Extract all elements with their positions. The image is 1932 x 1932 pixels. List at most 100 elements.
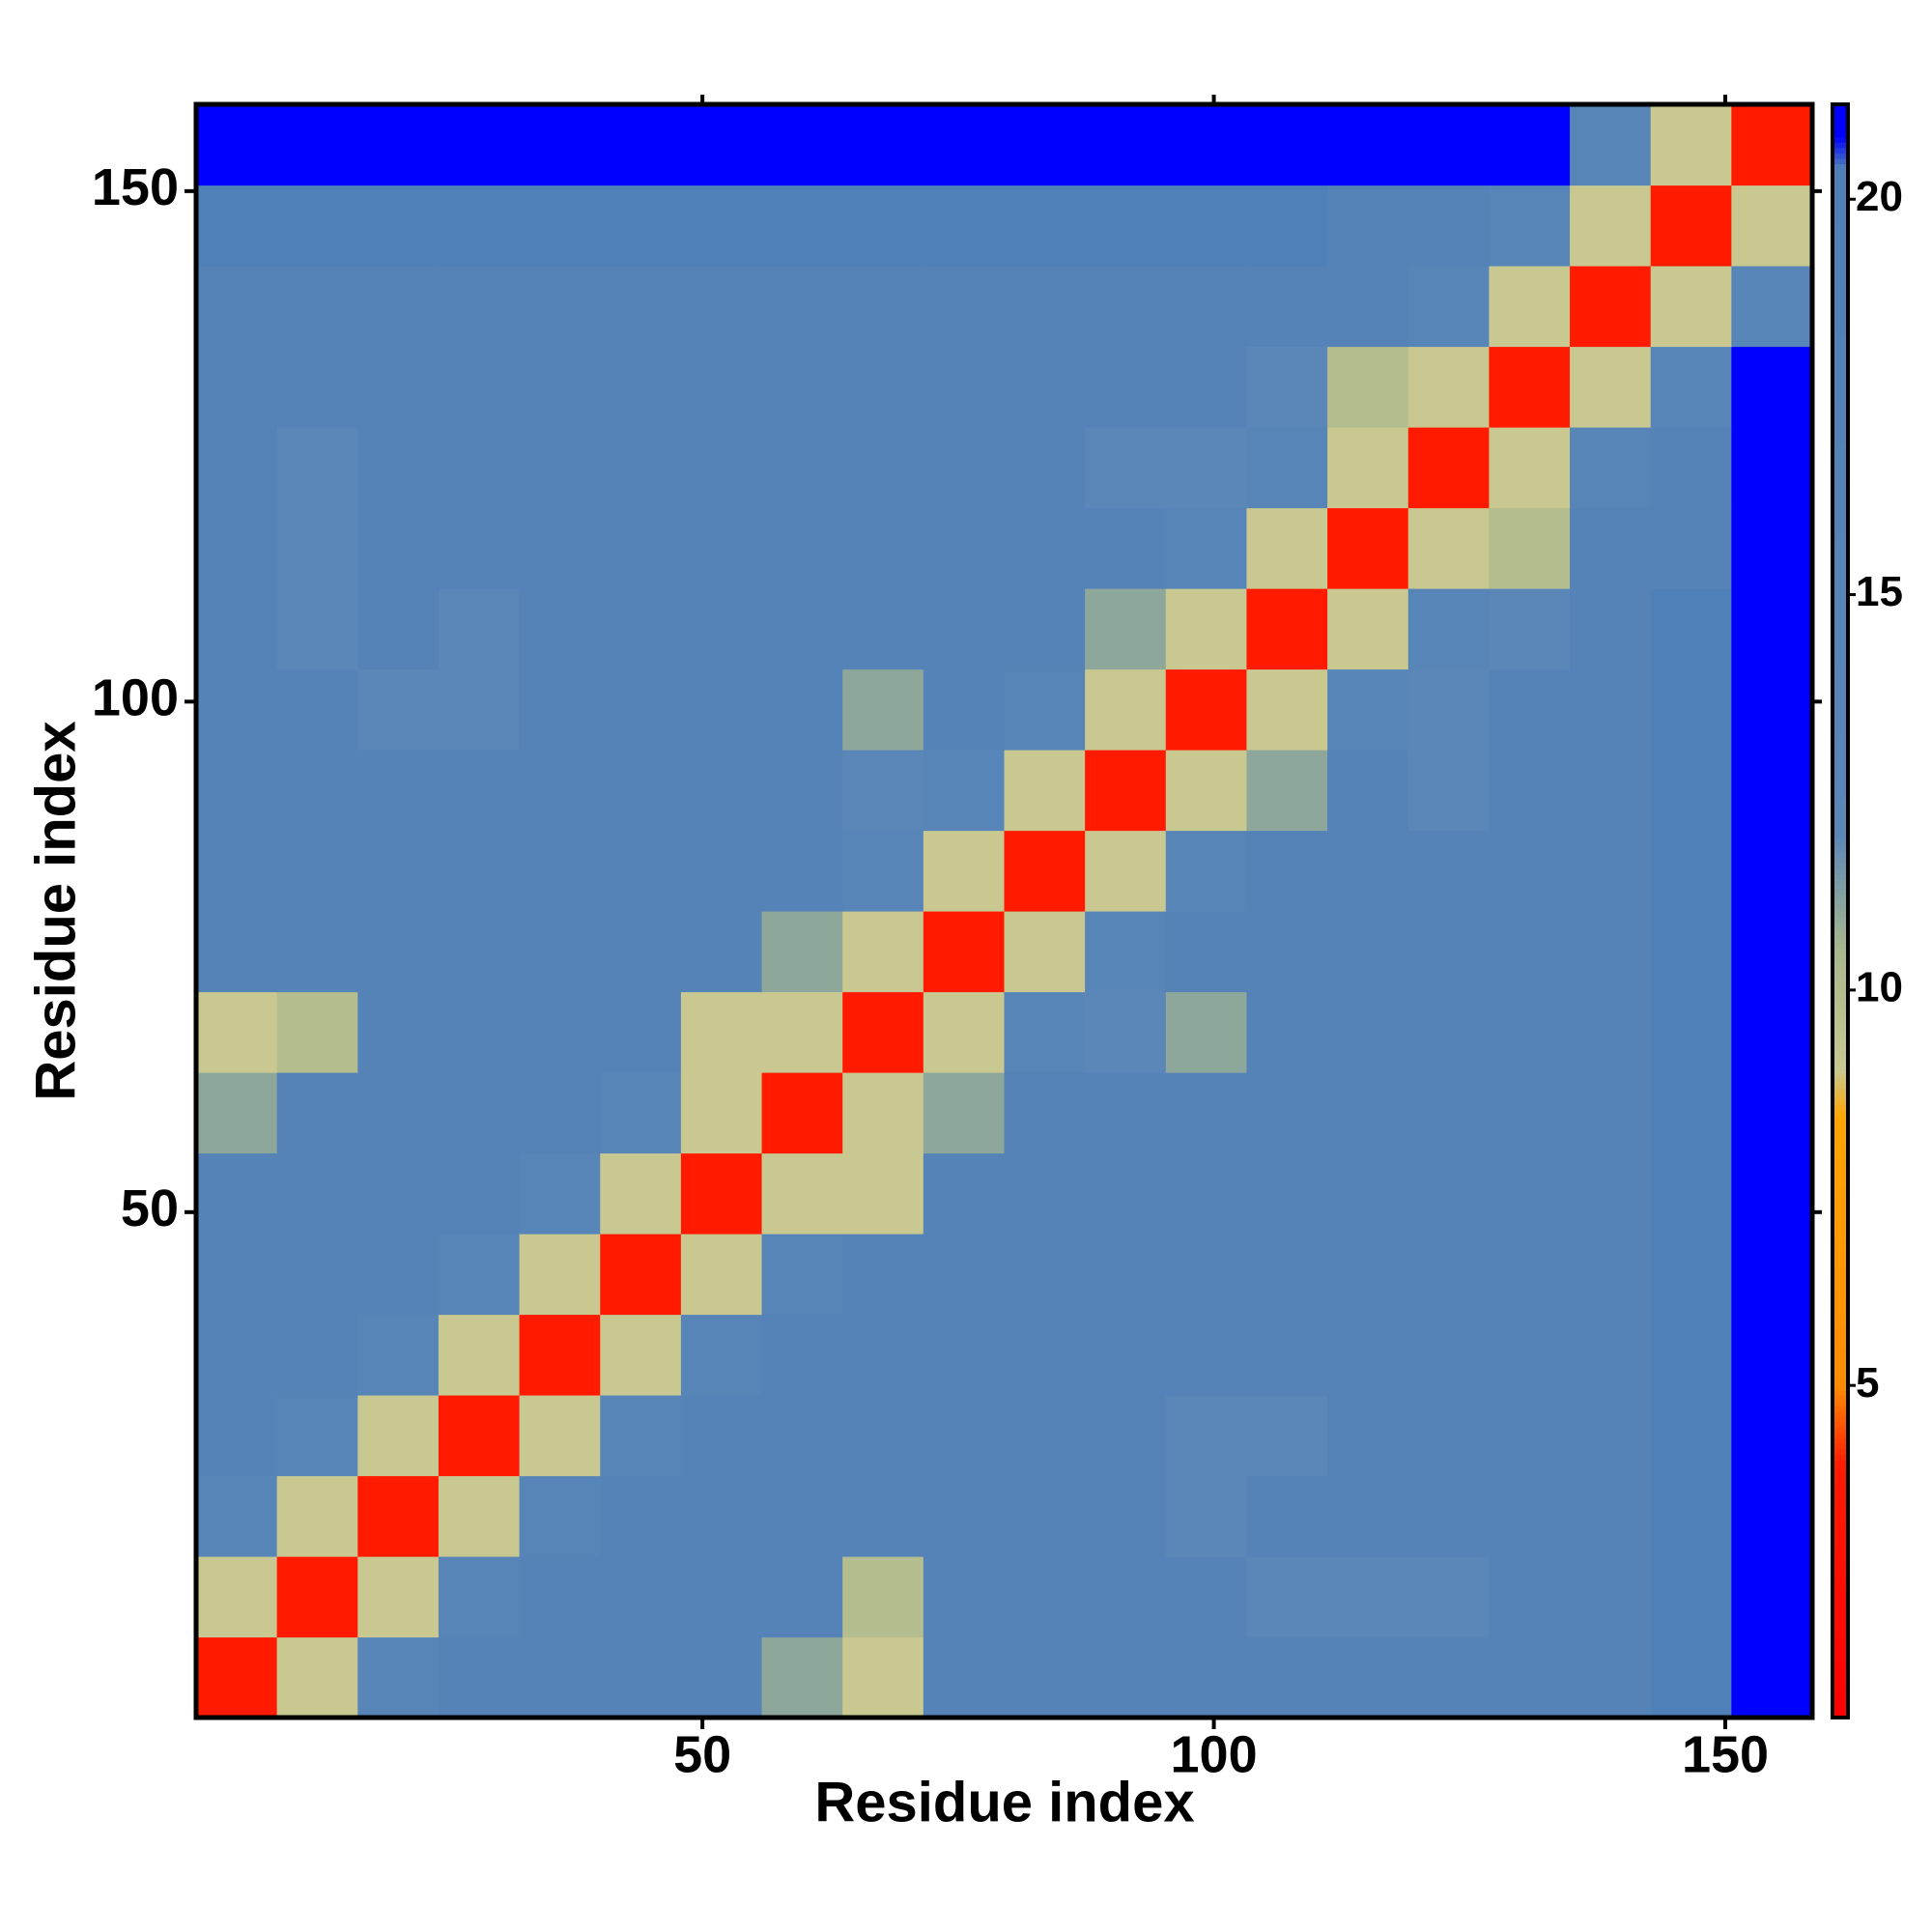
heatmap-cell (357, 346, 440, 428)
colorbar-segment (1833, 1523, 1848, 1530)
heatmap-cell (1004, 1556, 1086, 1638)
heatmap-cell (1165, 1475, 1248, 1557)
colorbar-segment (1833, 266, 1848, 272)
heatmap-cell (1246, 346, 1328, 428)
colorbar-segment (1833, 813, 1848, 821)
heatmap-cell (842, 830, 924, 912)
heatmap-cell (1165, 1636, 1248, 1719)
heatmap-cell (1731, 1314, 1813, 1396)
colorbar-segment (1833, 384, 1848, 390)
heatmap-cell (761, 588, 843, 670)
colorbar-segment (1833, 270, 1848, 277)
colorbar-segment (1833, 980, 1848, 987)
heatmap-cell (1407, 185, 1490, 267)
heatmap-cell (1246, 830, 1328, 912)
heatmap-cell (196, 911, 278, 993)
heatmap-cell (1085, 104, 1167, 186)
heatmap-cell (1246, 750, 1328, 832)
colorbar-segment (1833, 1282, 1848, 1289)
colorbar-segment (1833, 1663, 1848, 1670)
colorbar-segment (1833, 1357, 1848, 1364)
heatmap-cell (1327, 750, 1409, 832)
heatmap-cell (196, 588, 278, 670)
colorbar-segment (1833, 1534, 1848, 1542)
colorbar-segment (1833, 1378, 1848, 1385)
heatmap-cell (276, 266, 358, 348)
heatmap-cell (438, 427, 521, 509)
heatmap-cell (1165, 346, 1248, 428)
heatmap-cell (196, 1395, 278, 1477)
colorbar-segment (1833, 1018, 1848, 1025)
heatmap-cell (842, 104, 924, 186)
colorbar-segment (1833, 1443, 1848, 1450)
colorbar-segment (1833, 1346, 1848, 1353)
colorbar-segment (1833, 696, 1848, 702)
heatmap-cell (1246, 266, 1328, 348)
heatmap-cell (519, 1395, 601, 1477)
colorbar-segment (1833, 302, 1848, 310)
colorbar-segment (1833, 1712, 1848, 1719)
heatmap-cell (1731, 427, 1813, 509)
heatmap-cell (276, 104, 358, 186)
heatmap-cell (1650, 1636, 1732, 1719)
heatmap-cell (276, 830, 358, 912)
heatmap-cell (680, 346, 763, 428)
heatmap-cell (842, 1314, 924, 1396)
colorbar-segment (1833, 776, 1848, 783)
colorbar-segment (1833, 411, 1848, 417)
heatmap-cell (1085, 911, 1167, 993)
heatmap-cell (1731, 1636, 1813, 1719)
heatmap-cell (438, 911, 521, 993)
heatmap-cell (1489, 588, 1571, 670)
x-tick-label: 100 (1171, 1725, 1258, 1783)
heatmap-cell (438, 1234, 521, 1316)
colorbar-segment (1833, 905, 1848, 912)
colorbar-segment (1833, 1410, 1848, 1418)
heatmap-cell (357, 991, 440, 1073)
heatmap-cell (519, 266, 601, 348)
colorbar-segment (1833, 824, 1848, 832)
colorbar-segment (1833, 1395, 1848, 1402)
heatmap-cell (680, 830, 763, 912)
heatmap-cell (680, 104, 763, 186)
heatmap-cell (761, 991, 843, 1073)
heatmap-cell (1407, 1072, 1490, 1154)
heatmap-cell (842, 1152, 924, 1235)
heatmap-cell (761, 750, 843, 832)
heatmap-cell (1489, 427, 1571, 509)
heatmap-cell (519, 830, 601, 912)
heatmap-cell (1004, 911, 1086, 993)
heatmap-cell (1327, 1314, 1409, 1396)
heatmap-cell (1004, 346, 1086, 428)
heatmap-cell (761, 911, 843, 993)
colorbar-segment (1833, 1238, 1848, 1245)
colorbar-segment (1833, 873, 1848, 880)
colorbar-segment (1833, 878, 1848, 885)
heatmap-cell (276, 1636, 358, 1719)
colorbar-segment (1833, 329, 1848, 337)
heatmap-cell (761, 1475, 843, 1557)
colorbar-segment (1833, 1184, 1848, 1192)
heatmap-cell (276, 1072, 358, 1154)
heatmap-cell (923, 1475, 1006, 1557)
heatmap-cell (1327, 1234, 1409, 1316)
colorbar-segment (1833, 1496, 1848, 1504)
heatmap-cell (1489, 1636, 1571, 1719)
colorbar-segment (1833, 706, 1848, 713)
colorbar-segment (1833, 932, 1848, 939)
colorbar-segment (1833, 717, 1848, 724)
colorbar-segment (1833, 438, 1848, 444)
colorbar-segment (1833, 1131, 1848, 1138)
heatmap-cell (1570, 185, 1652, 267)
colorbar-segment (1833, 394, 1848, 401)
colorbar-segment (1833, 1459, 1848, 1466)
heatmap-cell (1650, 1556, 1732, 1638)
heatmap-cell (196, 668, 278, 751)
colorbar-segment (1833, 599, 1848, 606)
colorbar-segment (1833, 851, 1848, 859)
colorbar-segment (1833, 362, 1848, 369)
colorbar-segment (1833, 216, 1848, 224)
colorbar-segment (1833, 319, 1848, 327)
heatmap-cell (1327, 588, 1409, 670)
heatmap-cell (842, 911, 924, 993)
